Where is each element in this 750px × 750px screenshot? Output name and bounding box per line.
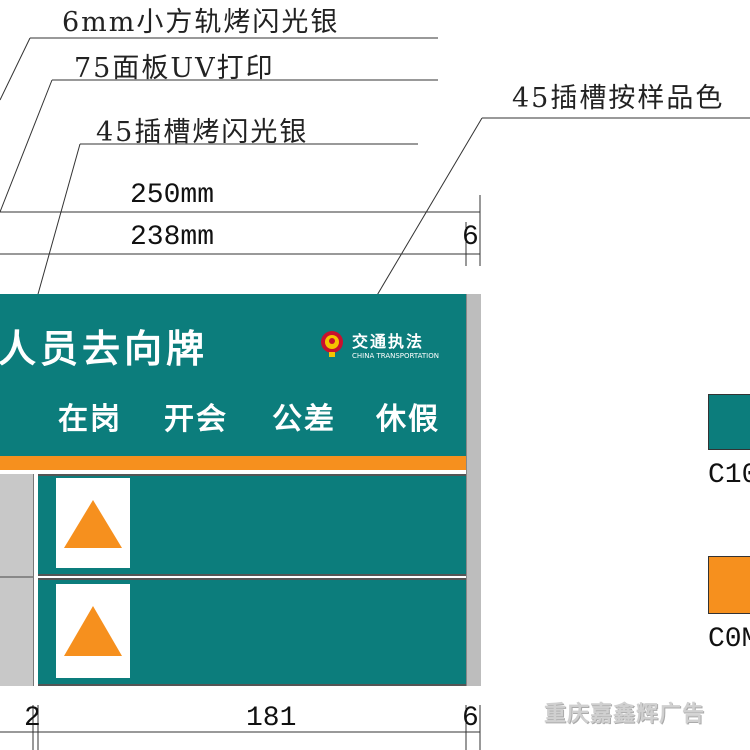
- stripe-gap: [0, 470, 466, 474]
- dim-slot-width: 181: [246, 703, 297, 734]
- logo-text-cn: 交通执法: [352, 332, 425, 351]
- dim-inner-width: 238mm: [130, 222, 215, 253]
- watermark: 重庆嘉鑫辉广告: [544, 702, 706, 727]
- name-card-1: [56, 478, 130, 568]
- status-business-trip: 公差: [272, 402, 336, 437]
- callout-slot-color-label: 45插槽按样品色: [512, 83, 725, 114]
- status-vacation: 休假: [376, 402, 440, 437]
- left-column-divider: [0, 576, 33, 578]
- swatch-orange-label: C0M: [708, 624, 750, 655]
- slot-row-1: [38, 474, 466, 576]
- sign-title: 人员去向牌: [0, 327, 209, 371]
- callout-rail-label: 6mm小方轨烤闪光银: [62, 7, 340, 38]
- status-meeting: 开会: [164, 402, 228, 437]
- orange-stripe: [0, 456, 466, 470]
- sign-board: 人员去向牌 交通执法 CHINA TRANSPORTATION 在岗 开会 公差…: [0, 294, 481, 686]
- callout-slot-label: 45插槽烤闪光银: [96, 117, 309, 148]
- callout-panel-label: 75面板UV打印: [74, 53, 275, 84]
- slot-row-2: [38, 578, 466, 686]
- right-edge-rail: [466, 294, 481, 686]
- triangle-marker-icon: [64, 606, 122, 656]
- dim-edge-right-top: 6: [462, 222, 479, 253]
- logo-text-en: CHINA TRANSPORTATION: [352, 352, 439, 360]
- triangle-marker-icon: [64, 500, 122, 548]
- leader-rail: [0, 37, 31, 101]
- swatch-teal: [708, 394, 750, 450]
- logo-emblem-icon: [320, 328, 344, 358]
- name-card-2: [56, 584, 130, 678]
- leader-panel: [0, 79, 53, 213]
- left-silver-column: [0, 474, 34, 686]
- dim-edge-right-bottom: 6: [462, 703, 479, 734]
- dim-gap-bottom: 2: [24, 703, 41, 734]
- swatch-orange: [708, 556, 750, 614]
- dim-total-width: 250mm: [130, 180, 215, 211]
- status-in-post: 在岗: [58, 402, 122, 437]
- swatch-teal-label: C10: [708, 460, 750, 491]
- sign-header-panel: [0, 294, 466, 456]
